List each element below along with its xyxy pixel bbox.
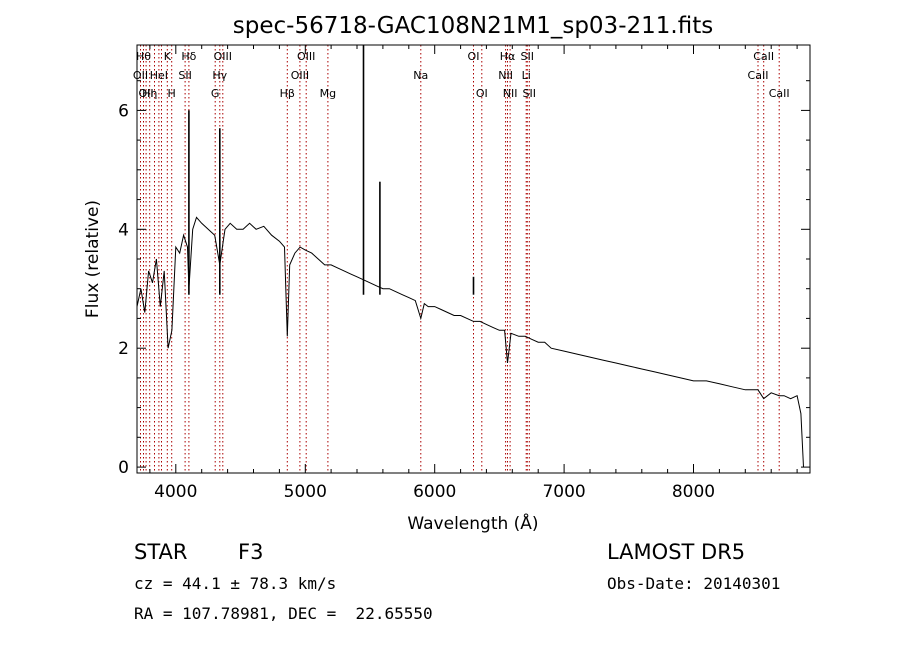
marker-label-8: H — [168, 87, 176, 100]
marker-label-2: OII — [139, 87, 154, 100]
marker-label-22: Hα — [500, 50, 516, 63]
axis-ticks: 4000 5000 6000 7000 8000 0 2 4 6 — [118, 45, 810, 502]
marker-label-23: NII — [503, 87, 518, 100]
y-tick-label-3: 6 — [118, 101, 129, 121]
x-tick-label-3: 7000 — [542, 482, 585, 502]
marker-label-14: Hβ — [280, 87, 295, 100]
object-subclass: F3 — [238, 540, 264, 564]
marker-label-5: HeI — [150, 69, 168, 82]
marker-label-1: Hθ — [136, 50, 151, 63]
spectral-line-markers — [140, 45, 780, 473]
y-tick-label-0: 0 — [118, 458, 129, 478]
marker-label-21: NII — [498, 69, 513, 82]
x-tick-label-4: 8000 — [672, 482, 715, 502]
marker-label-12: Hγ — [212, 69, 227, 82]
y-tick-label-1: 2 — [118, 339, 129, 359]
marker-label-24: Li — [522, 69, 531, 82]
marker-label-11: G — [211, 87, 220, 100]
marker-label-17: Mg — [320, 87, 336, 100]
redshift-value: cz = 44.1 ± 78.3 km/s — [134, 574, 337, 593]
marker-label-3: Hη — [142, 87, 157, 100]
marker-label-16: OIII — [297, 50, 315, 63]
survey-name: LAMOST DR5 — [607, 540, 746, 564]
observation-date: Obs-Date: 20140301 — [607, 574, 781, 593]
coordinates: RA = 107.78981, DEC = 22.65550 — [134, 604, 433, 623]
marker-label-19: OI — [468, 50, 480, 63]
x-tick-label-2: 6000 — [413, 482, 456, 502]
marker-label-20: OI — [476, 87, 488, 100]
marker-label-29: CaII — [769, 87, 790, 100]
marker-label-9: SII — [178, 69, 191, 82]
flux-series — [136, 45, 804, 468]
marker-label-18: Na — [413, 69, 428, 82]
chart-title: spec-56718-GAC108N21M1_sp03-211.fits — [233, 13, 713, 39]
marker-label-27: CaII — [748, 69, 769, 82]
spectral-line-labels: OIIHθOIIHηHeIKHSIIHδGHγOIIIHβOIIIOIIIMgN… — [133, 50, 790, 100]
marker-label-10: Hδ — [181, 50, 196, 63]
marker-label-7: K — [164, 50, 172, 63]
x-tick-label-1: 5000 — [284, 482, 327, 502]
marker-label-25: SII — [521, 50, 534, 63]
x-tick-label-0: 4000 — [154, 482, 197, 502]
object-class: STAR — [134, 540, 188, 564]
marker-label-28: CaII — [753, 50, 774, 63]
marker-label-26: SII — [523, 87, 536, 100]
y-tick-label-2: 4 — [118, 220, 129, 240]
marker-label-15: OIII — [291, 69, 309, 82]
marker-label-0: OII — [133, 69, 148, 82]
marker-label-13: OIII — [214, 50, 232, 63]
y-axis-label: Flux (relative) — [83, 200, 103, 318]
x-axis-label: Wavelength (Å) — [407, 512, 538, 534]
flux-line — [136, 216, 804, 468]
